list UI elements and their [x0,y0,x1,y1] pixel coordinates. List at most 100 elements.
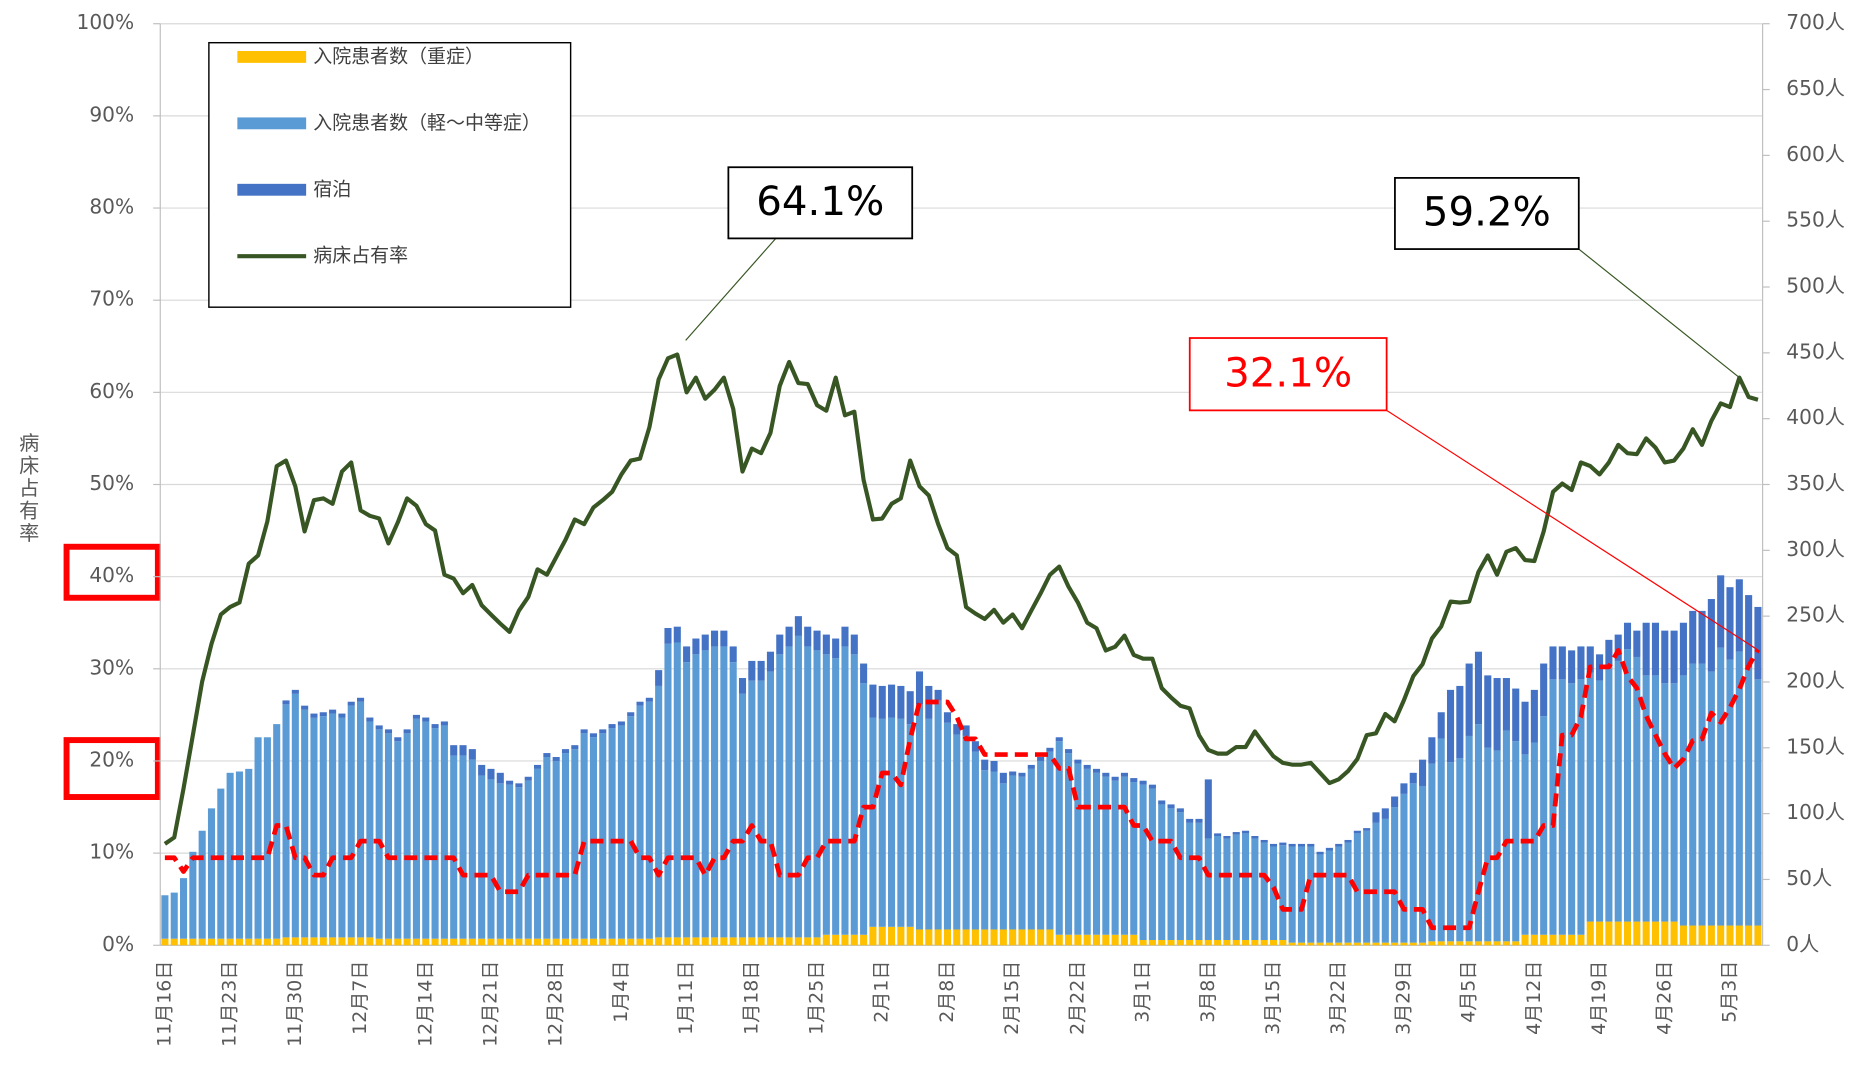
bar [617,721,625,726]
bar [1297,846,1306,943]
bar [1009,775,1017,930]
bar [1046,747,1054,752]
bar [915,704,924,930]
bar [235,938,243,946]
legend-swatch [237,117,307,130]
bar [1130,934,1138,946]
bar [291,693,299,938]
bar [813,630,821,651]
bar [422,717,430,722]
bar [1745,667,1753,926]
bar [1120,934,1128,946]
bar [1344,839,1352,843]
bar [1120,776,1128,935]
x-tick-label: 1月11日 [675,961,697,1035]
bar [543,757,551,939]
bar [1009,771,1017,776]
y-tick-label: 40% [89,563,134,587]
bar [683,646,691,663]
bar [329,713,337,938]
bar [1726,659,1734,926]
bar [347,937,355,946]
bar [496,772,504,784]
bar [1037,929,1045,946]
bar [487,938,495,946]
bar [1670,683,1678,922]
bar [1381,818,1389,943]
bar [1642,921,1650,946]
bar [1297,843,1306,847]
bar [1586,921,1594,946]
bar [1735,579,1743,652]
annotation-box [727,166,914,240]
bar [384,733,393,939]
bar [1661,683,1669,922]
bar [953,734,961,930]
bar [198,830,206,939]
x-tick-label: 3月29日 [1392,961,1414,1035]
bar [1251,838,1259,941]
bar [701,937,709,946]
bar [375,729,383,939]
bar [1139,940,1147,946]
y-tick-label: 0% [102,932,134,956]
bar [1288,846,1296,943]
x-tick-label: 2月1日 [871,961,893,1023]
bar [1214,940,1222,946]
bar [813,650,821,938]
bar [1540,934,1548,946]
bar [571,745,579,750]
bar [1037,760,1045,930]
bar [1651,675,1660,922]
bar [608,728,616,939]
bar [1400,783,1408,794]
bar [207,938,216,946]
y-tick-label: 30% [89,655,134,679]
bar [366,717,374,722]
bar [1269,843,1278,847]
annotation-box [1188,337,1388,412]
bar [1092,772,1101,935]
bar [934,700,942,930]
bar [543,753,551,758]
bar [1754,679,1762,926]
bar [1018,929,1026,946]
bar [1400,793,1408,943]
bar [692,638,700,655]
x-tick-label: 4月5日 [1458,961,1480,1023]
bar [1092,768,1101,773]
bar [1214,833,1222,837]
bar [1493,678,1501,751]
bar [1307,942,1315,946]
bar [1242,833,1250,941]
bar [748,937,756,946]
bar [161,938,169,946]
bar [869,684,877,718]
bar [478,775,486,939]
bar [422,721,430,939]
bar [1474,941,1483,946]
bar [459,745,467,756]
bar [1409,772,1417,784]
bar [338,713,346,718]
bar [1242,830,1250,834]
bar [934,689,942,701]
bar [720,646,728,938]
bar [207,808,216,939]
bar [1661,630,1669,684]
bar [1605,921,1613,946]
bar [1437,738,1445,942]
bar [1745,595,1753,668]
bar [1111,934,1119,946]
annotation-text: 59.2% [1423,189,1551,236]
bar [1409,942,1417,946]
bar [1018,776,1026,930]
bar [1707,599,1715,672]
bar [757,660,765,681]
bar [1130,782,1138,935]
bar [794,616,802,636]
bar [1465,735,1473,942]
bar [1083,764,1091,769]
dashed-line [164,648,1761,931]
bar [384,938,393,946]
